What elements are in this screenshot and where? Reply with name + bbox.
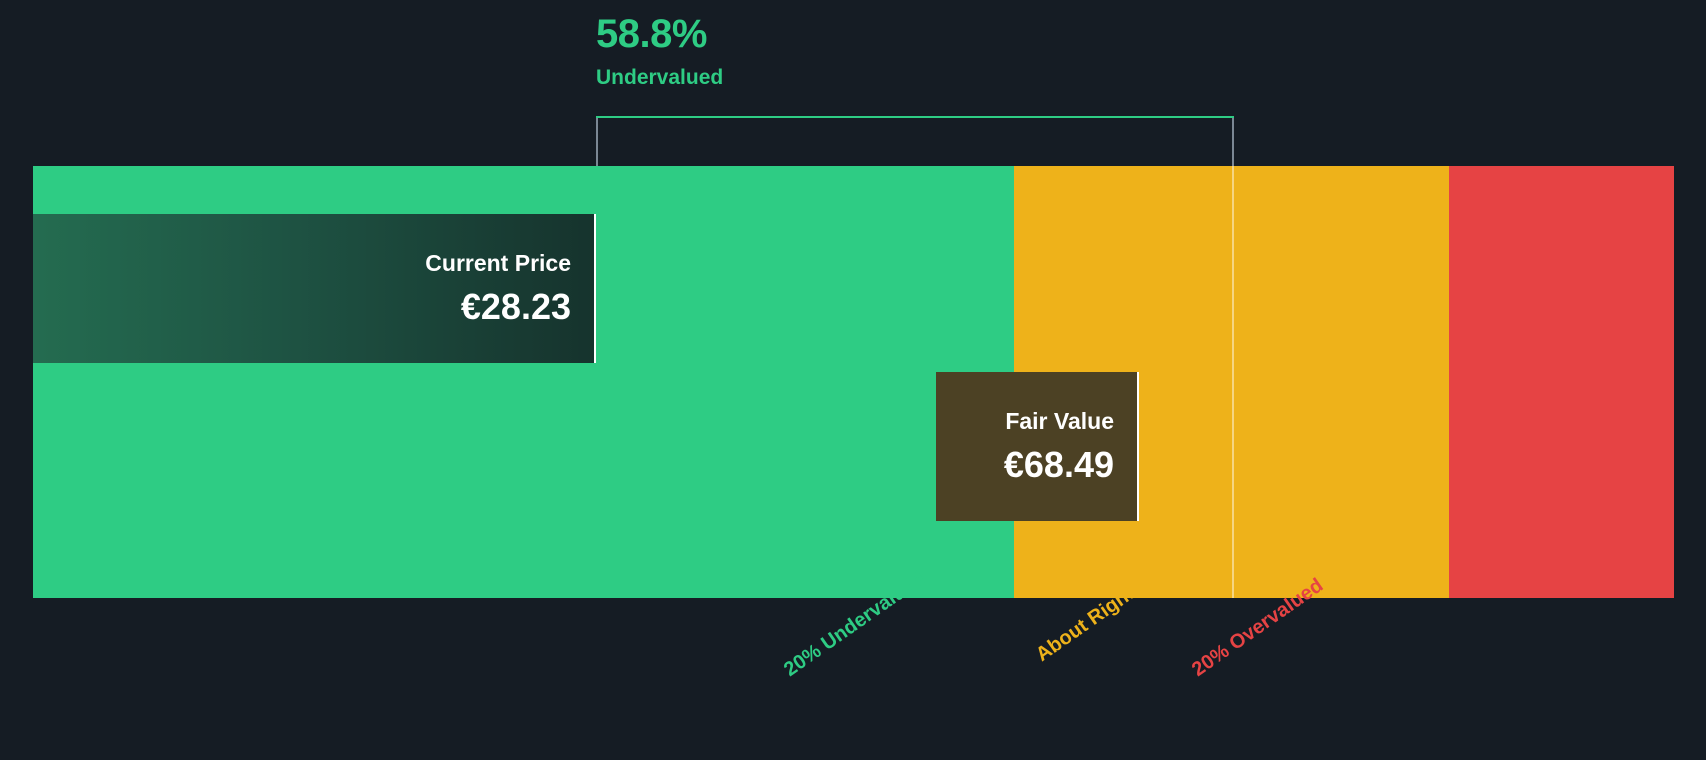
- valuation-headline: 58.8% Undervalued: [596, 14, 723, 88]
- current-price-label: Current Price: [425, 250, 571, 276]
- tick-about-right: [1232, 166, 1234, 598]
- valuation-band: Current Price €28.23 Fair Value €68.49: [33, 166, 1674, 598]
- fair-value-bar[interactable]: Fair Value €68.49: [936, 372, 1139, 521]
- fair-value-label: Fair Value: [1005, 408, 1114, 434]
- zone-overvalued: [1449, 166, 1674, 598]
- current-price-bar[interactable]: Current Price €28.23: [33, 214, 596, 363]
- fair-value-callout-bracket: [596, 116, 1234, 366]
- valuation-status-label: Undervalued: [596, 66, 724, 89]
- undervalued-percent: 58.8%: [596, 12, 707, 56]
- current-price-amount: €28.23: [460, 286, 571, 327]
- fair-value-amount: €68.49: [1003, 444, 1114, 485]
